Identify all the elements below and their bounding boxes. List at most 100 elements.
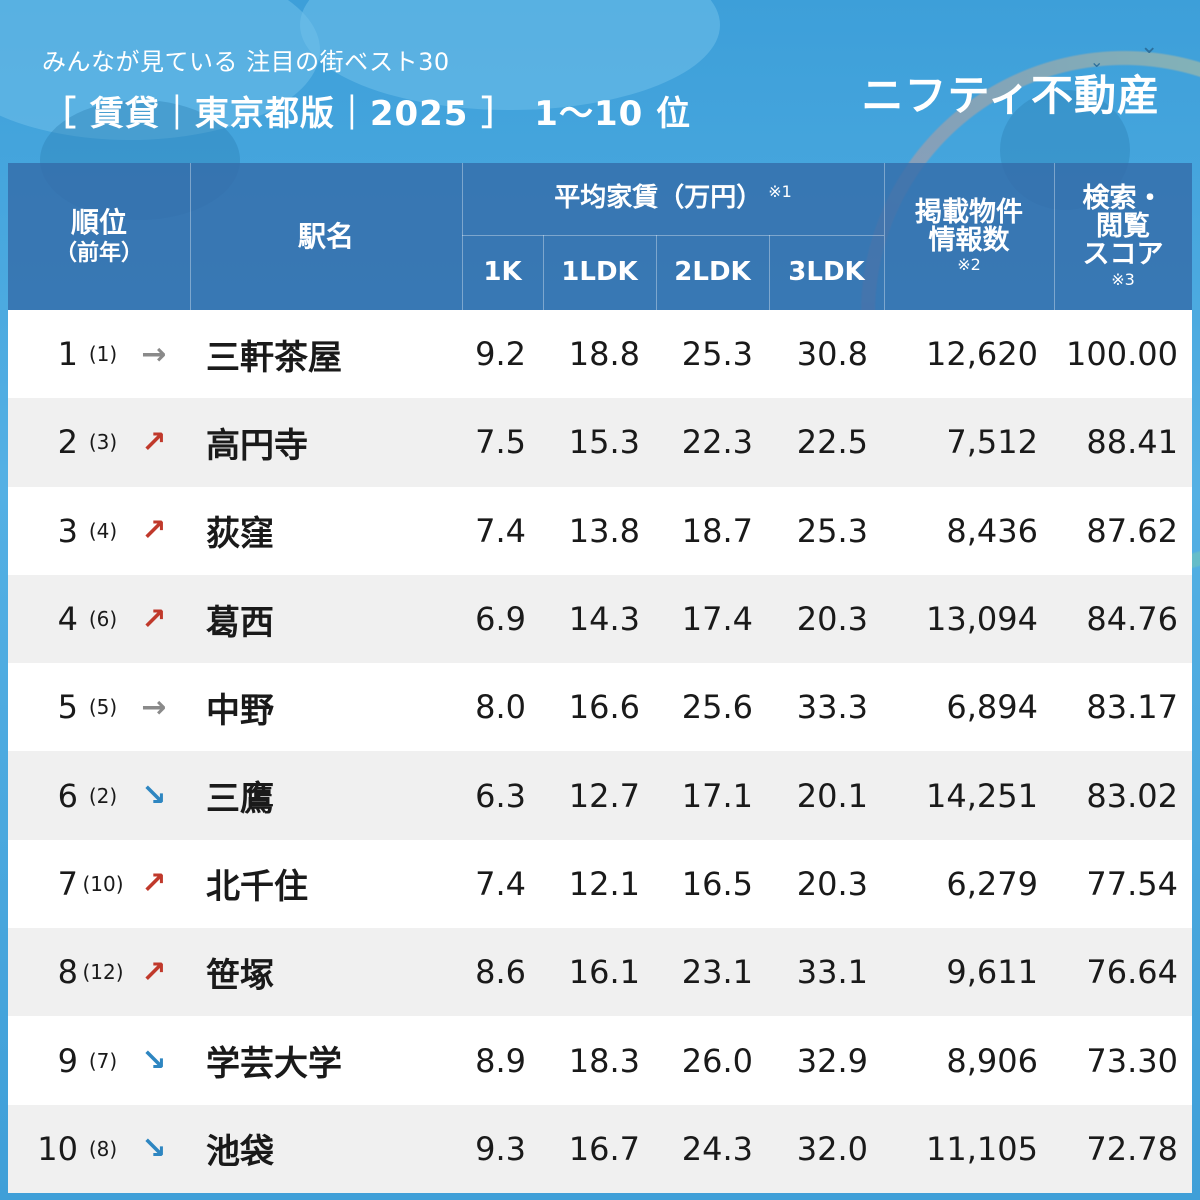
divider (656, 235, 657, 310)
rent-1ldk: 12.7 (568, 776, 640, 815)
divider (462, 163, 463, 310)
trend-down-icon: ↘ (141, 1131, 167, 1167)
previous-rank: (7) (88, 1048, 118, 1073)
listings-count: 14,251 (926, 776, 1038, 815)
rent-1k: 8.6 (475, 953, 526, 992)
table-row: 5 (5) → 中野 8.0 16.6 25.6 33.3 6,894 83.1… (8, 663, 1192, 752)
trend-down-icon: ↘ (141, 778, 167, 814)
station-name: 高円寺 (206, 425, 308, 466)
table-row: 8 (12) ↗ 笹塚 8.6 16.1 23.1 33.1 9,611 76.… (8, 928, 1192, 1017)
station-name: 中野 (206, 690, 274, 731)
rent-3ldk: 22.5 (796, 423, 868, 462)
divider (1054, 163, 1055, 310)
rent-2ldk: 17.4 (681, 600, 753, 639)
divider (462, 235, 884, 236)
listings-count: 8,906 (946, 1041, 1038, 1080)
header-station-label: 駅名 (297, 219, 354, 253)
station-name: 笹塚 (206, 955, 274, 996)
previous-rank: (3) (88, 430, 118, 455)
header-score-line1: 検索・ (1082, 182, 1164, 214)
rent-1k: 9.3 (475, 1129, 526, 1168)
rank: 6 (57, 776, 78, 815)
search-score: 72.78 (1086, 1129, 1178, 1168)
rank: 10 (37, 1129, 78, 1168)
rent-2ldk: 22.3 (681, 423, 753, 462)
previous-rank: (4) (88, 518, 118, 543)
trend-up-icon: ↗ (141, 866, 167, 902)
table-row: 1 (1) → 三軒茶屋 9.2 18.8 25.3 30.8 12,620 1… (8, 310, 1192, 399)
rent-3ldk: 20.3 (796, 864, 868, 903)
previous-rank: (12) (82, 960, 124, 985)
rent-1ldk: 15.3 (568, 423, 640, 462)
header-score-note: ※3 (1111, 269, 1135, 289)
rent-3ldk: 25.3 (796, 511, 868, 550)
header-listings-note: ※2 (957, 255, 981, 275)
header-rent-group-label: 平均家賃（万円） (554, 183, 763, 214)
divider (543, 235, 544, 310)
rent-1ldk: 16.1 (568, 953, 640, 992)
rank: 8 (57, 953, 78, 992)
bird-icon: ⌄ (1090, 52, 1104, 71)
rent-2ldk: 18.7 (681, 511, 753, 550)
page-title: ［ 賃貸｜東京都版｜2025 ］ 1〜10 位 (42, 94, 692, 134)
rent-2ldk: 16.5 (681, 864, 753, 903)
trend-up-icon: ↗ (141, 954, 167, 990)
rent-3ldk: 32.0 (796, 1129, 868, 1168)
search-score: 100.00 (1066, 335, 1178, 374)
listings-count: 12,620 (926, 335, 1038, 374)
station-name: 荻窪 (206, 514, 274, 555)
table-row: 2 (3) ↗ 高円寺 7.5 15.3 22.3 22.5 7,512 88.… (8, 398, 1192, 487)
listings-count: 6,894 (946, 688, 1038, 727)
header-3ldk-label: 3LDK (788, 256, 865, 287)
header-listings-line2: 情報数 (928, 225, 1010, 257)
header-listings-line1: 掲載物件 (915, 196, 1023, 228)
table-body: 1 (1) → 三軒茶屋 9.2 18.8 25.3 30.8 12,620 1… (8, 310, 1192, 1193)
rent-3ldk: 20.3 (796, 600, 868, 639)
listings-count: 13,094 (926, 600, 1038, 639)
station-name: 北千住 (206, 867, 308, 908)
rent-2ldk: 24.3 (681, 1129, 753, 1168)
divider (190, 163, 191, 310)
header-score-line3: スコア (1082, 239, 1164, 271)
station-name: 三軒茶屋 (206, 337, 342, 378)
trend-flat-icon: → (141, 336, 167, 372)
previous-rank: (1) (88, 342, 118, 367)
table-row: 4 (6) ↗ 葛西 6.9 14.3 17.4 20.3 13,094 84.… (8, 574, 1192, 664)
brand-logo: ニフティ不動産 (861, 71, 1160, 120)
table-header: 順位 （前年） 駅名 平均家賃（万円） ※1 1K 1LDK 2LDK 3LDK… (8, 163, 1192, 310)
rent-1ldk: 16.6 (568, 688, 640, 727)
rank: 3 (57, 511, 78, 550)
trend-up-icon: ↗ (141, 601, 167, 637)
table-row: 9 (7) ↘ 学芸大学 8.9 18.3 26.0 32.9 8,906 73… (8, 1016, 1192, 1105)
search-score: 83.02 (1086, 776, 1178, 815)
search-score: 84.76 (1086, 600, 1178, 639)
rent-3ldk: 33.3 (796, 688, 868, 727)
rent-1k: 8.0 (475, 688, 526, 727)
header-rank-label: 順位 (70, 206, 127, 240)
rank: 9 (57, 1041, 78, 1080)
station-name: 三鷹 (206, 779, 274, 820)
rent-3ldk: 30.8 (796, 335, 868, 374)
table-row: 3 (4) ↗ 荻窪 7.4 13.8 18.7 25.3 8,436 87.6… (8, 486, 1192, 575)
rent-1ldk: 14.3 (568, 600, 640, 639)
rank: 1 (57, 335, 78, 374)
rent-1ldk: 12.1 (568, 864, 640, 903)
rank: 4 (57, 600, 78, 639)
previous-rank: (10) (82, 871, 124, 896)
search-score: 87.62 (1086, 511, 1178, 550)
header-1ldk: 1LDK (543, 235, 656, 310)
rent-1k: 7.4 (475, 864, 526, 903)
listings-count: 6,279 (946, 864, 1038, 903)
header-listings: 掲載物件 情報数 ※2 (884, 163, 1054, 310)
bird-icon: ⌄ (1140, 34, 1159, 59)
previous-rank: (8) (88, 1136, 118, 1161)
rent-1k: 6.9 (475, 600, 526, 639)
table-row: 7 (10) ↗ 北千住 7.4 12.1 16.5 20.3 6,279 77… (8, 839, 1192, 929)
header-score-line2: 閲覧 (1096, 210, 1150, 242)
rent-2ldk: 26.0 (681, 1041, 753, 1080)
station-name: 葛西 (206, 602, 274, 643)
trend-down-icon: ↘ (141, 1043, 167, 1079)
header-2ldk: 2LDK (656, 235, 769, 310)
search-score: 83.17 (1086, 688, 1178, 727)
header-1k: 1K (462, 235, 543, 310)
